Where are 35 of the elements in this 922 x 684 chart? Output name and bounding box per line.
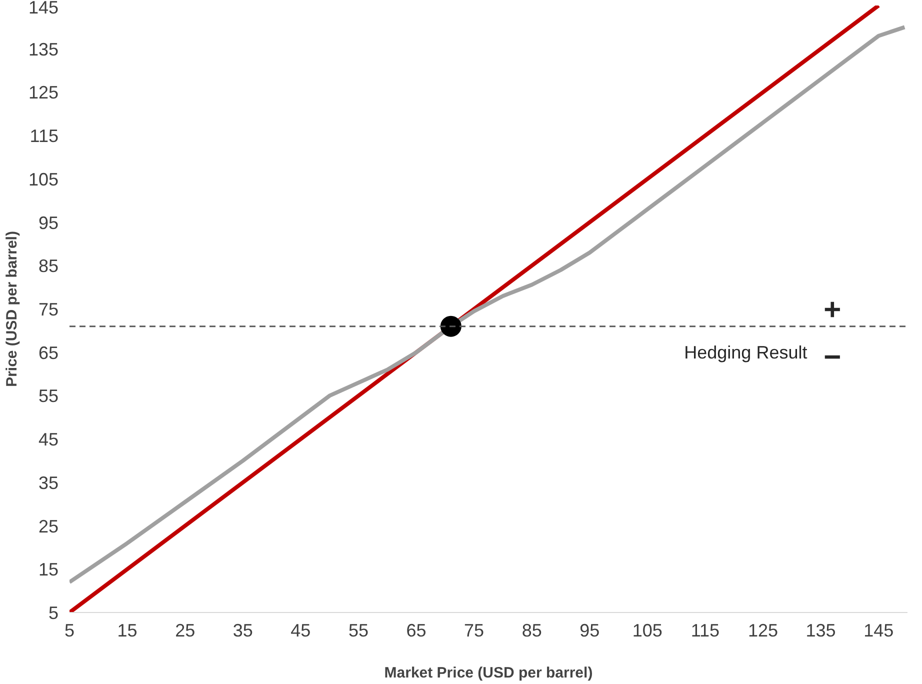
y-tick-label: 35	[38, 472, 59, 493]
x-tick-label: 15	[117, 620, 138, 640]
y-tick-label: 115	[30, 126, 59, 146]
x-tick-label: 65	[406, 620, 426, 640]
x-tick-label: 5	[64, 620, 75, 640]
y-tick-label: 65	[38, 342, 59, 363]
annotation: +	[824, 294, 842, 326]
y-tick-label: 45	[38, 430, 59, 450]
y-tick-label: 75	[38, 300, 59, 320]
x-tick-label: 75	[464, 620, 484, 640]
annotation: −	[824, 341, 842, 374]
x-tick-label: 125	[748, 620, 778, 640]
y-tick-label: 55	[38, 386, 59, 406]
x-tick-label: 55	[348, 620, 368, 640]
y-tick-label: 105	[28, 169, 59, 190]
y-tick-label: 15	[38, 560, 59, 580]
y-tick-label: 85	[38, 256, 59, 276]
y-tick-label: 5	[48, 603, 59, 623]
x-axis-title: Market Price (USD per barrel)	[384, 664, 593, 682]
x-tick-label: 95	[580, 620, 600, 640]
x-tick-label: 35	[232, 620, 253, 640]
x-tick-label: 25	[175, 620, 196, 640]
y-tick-label: 125	[28, 82, 59, 103]
x-tick-label: 115	[690, 620, 720, 640]
x-tick-label: 45	[290, 620, 311, 640]
y-tick-label: 95	[38, 212, 59, 233]
y-tick-label: 135	[28, 39, 59, 60]
x-tick-label: 135	[806, 620, 836, 640]
y-tick-label: 25	[38, 516, 59, 536]
y-tick-label: 145	[28, 0, 59, 18]
x-tick-label: 145	[864, 620, 894, 640]
x-tick-label: 105	[632, 620, 662, 640]
y-axis-title: Price (USD per barrel)	[3, 231, 20, 387]
x-tick-label: 85	[522, 620, 542, 640]
annotation: Hedging Result	[684, 342, 808, 362]
